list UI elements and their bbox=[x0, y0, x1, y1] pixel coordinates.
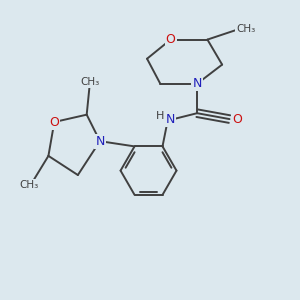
Text: O: O bbox=[232, 112, 242, 126]
Text: N: N bbox=[166, 112, 175, 126]
Text: CH₃: CH₃ bbox=[236, 24, 255, 34]
Text: H: H bbox=[156, 111, 164, 121]
Text: O: O bbox=[166, 33, 176, 46]
Text: N: N bbox=[95, 135, 105, 148]
Text: CH₃: CH₃ bbox=[20, 180, 39, 190]
Text: N: N bbox=[192, 77, 202, 90]
Text: O: O bbox=[50, 116, 59, 128]
Text: CH₃: CH₃ bbox=[80, 77, 99, 87]
